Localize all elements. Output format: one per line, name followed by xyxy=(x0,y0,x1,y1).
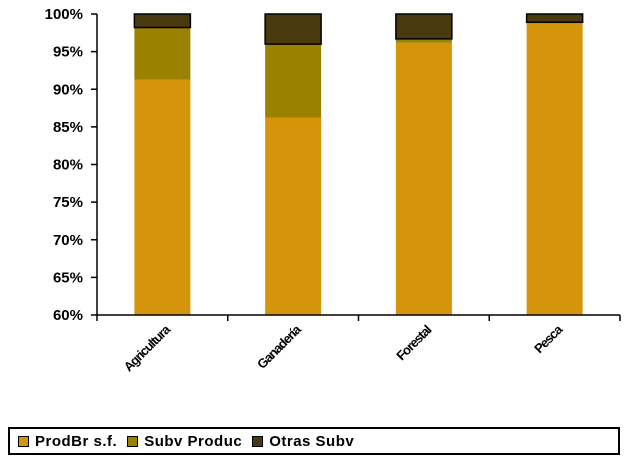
x-category-label: Ganadería xyxy=(254,321,304,371)
y-tick-label: 85% xyxy=(53,119,83,136)
y-axis: 60% 65% 70% 75% 80% 85% 90% 95% 100% xyxy=(45,6,98,324)
legend-swatch-prodbr xyxy=(18,435,29,447)
legend: ProdBr s.f. Subv Produc Otras Subv xyxy=(8,427,620,455)
legend-label-subv-produc: Subv Produc xyxy=(144,432,243,450)
bar-segment-1-0 xyxy=(265,117,322,315)
y-tick-label: 80% xyxy=(53,157,83,174)
legend-item-subv-produc: Subv Produc xyxy=(127,433,242,450)
bar-segment-2-2 xyxy=(395,13,453,40)
bar-segment-1-1 xyxy=(265,44,322,118)
bar-segment-2-0 xyxy=(395,42,452,315)
y-tick-label: 75% xyxy=(53,194,83,211)
legend-swatch-subv-produc xyxy=(127,435,139,447)
bar-segment-0-0 xyxy=(134,79,191,315)
bar-segment-0-2 xyxy=(133,13,192,29)
bar-segment-2-1 xyxy=(395,38,452,43)
x-category-label: Forestal xyxy=(393,322,434,363)
y-tick-label: 70% xyxy=(53,232,83,249)
legend-label-otras-subv: Otras Subv xyxy=(269,432,355,450)
bars xyxy=(133,13,584,316)
legend-swatch-otras-subv xyxy=(252,435,264,447)
legend-item-prodbr: ProdBr s.f. xyxy=(18,433,117,450)
bar-segment-1-2 xyxy=(264,13,322,45)
legend-item-otras-subv: Otras Subv xyxy=(252,433,354,450)
x-category-label: Agricultura xyxy=(121,321,174,374)
y-tick-label: 60% xyxy=(53,307,83,324)
bar-segment-3-2 xyxy=(525,13,584,24)
bar-segment-0-1 xyxy=(134,27,191,80)
y-tick-label: 65% xyxy=(53,269,83,286)
legend-label-prodbr: ProdBr s.f. xyxy=(35,432,118,450)
bar-segment-3-0 xyxy=(526,22,583,316)
x-category-label: Pesca xyxy=(531,321,566,356)
y-tick-label: 100% xyxy=(45,6,83,23)
y-tick-label: 95% xyxy=(53,44,83,61)
stacked-bar-chart: 60% 65% 70% 75% 80% 85% 90% 95% 100% Agricultura… xyxy=(45,6,621,374)
x-axis: Agricultura Ganadería Forestal Pesca xyxy=(96,314,621,374)
y-tick-label: 90% xyxy=(53,81,83,98)
